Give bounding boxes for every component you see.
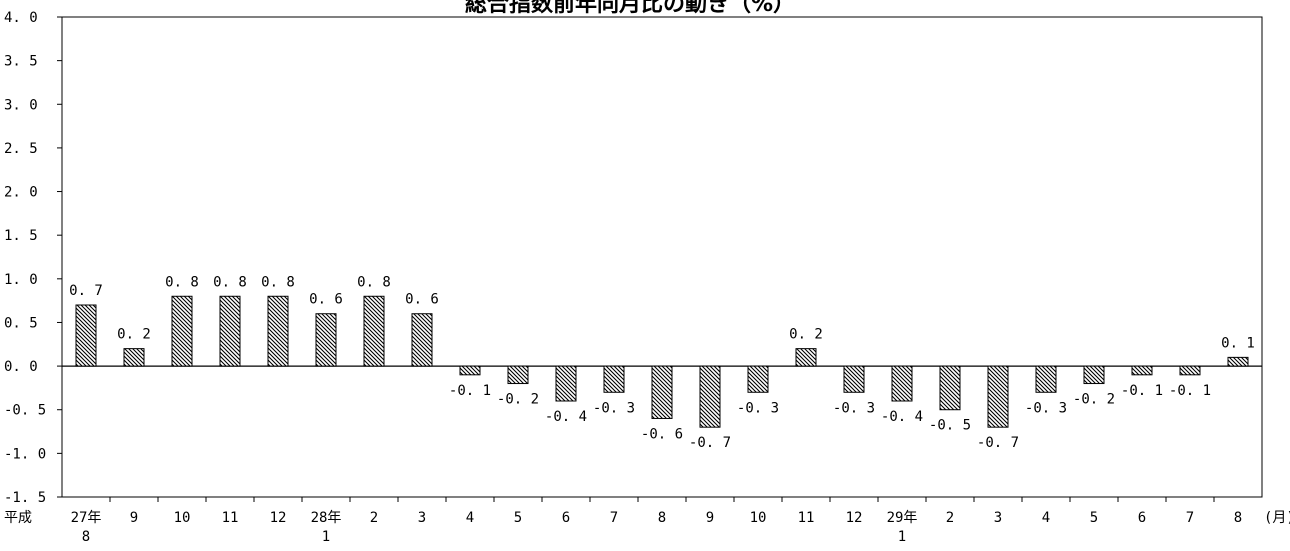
bar (1179, 365, 1201, 376)
data-label: 0. 2 (789, 327, 823, 343)
bar (1131, 365, 1153, 376)
axes-layer: -1. 5 -1. 0 -0. 5 0. 0 0. 5 1. 0 1. 5 2. 0 2. 5 3… (4, 10, 1263, 506)
x-tick-sublabel: 1 (898, 529, 906, 545)
x-tick-label: 12 (846, 510, 863, 526)
bar (555, 365, 577, 402)
data-label: -0. 1 (1121, 383, 1163, 399)
x-tick-label: 12 (270, 510, 287, 526)
bar (75, 304, 97, 367)
bar (1035, 365, 1057, 393)
x-tick-label: 4 (466, 510, 474, 526)
y-tick-label: 1. 0 (4, 272, 38, 288)
x-tick-label: 8 (1234, 510, 1242, 526)
y-tick-label: 2. 0 (4, 185, 38, 201)
x-tick-label: 2 (370, 510, 378, 526)
bar (795, 348, 817, 367)
data-label: 0. 8 (357, 274, 391, 290)
x-tick-label: 29年 (887, 510, 918, 526)
data-label: -0. 3 (1025, 400, 1067, 416)
x-tick-label: 11 (222, 510, 239, 526)
data-label: -0. 3 (737, 400, 779, 416)
bar (747, 365, 769, 393)
bar (1083, 365, 1105, 385)
bar (267, 295, 289, 367)
x-tick-label: 7 (1186, 510, 1194, 526)
month-unit-label: (月) (1264, 510, 1290, 526)
y-tick-label: 3. 5 (4, 54, 38, 70)
data-label: 0. 8 (213, 274, 247, 290)
x-tick-label: 2 (946, 510, 954, 526)
plot-frame (61, 16, 1263, 498)
data-label: 0. 2 (117, 327, 151, 343)
data-label: 0. 6 (405, 292, 439, 308)
x-tick-sublabel: 1 (322, 529, 330, 545)
x-tick-label: 11 (798, 510, 815, 526)
data-label: 0. 7 (69, 283, 103, 299)
chart-title: 総合指数前年同月比の動き（%） (464, 0, 796, 17)
x-tick-label: 10 (750, 510, 767, 526)
x-tick-label: 5 (1090, 510, 1098, 526)
data-label: 0. 6 (309, 292, 343, 308)
bar (651, 365, 673, 419)
data-label: -0. 6 (641, 426, 683, 442)
x-tick-label: 3 (418, 510, 426, 526)
x-tick-label: 6 (1138, 510, 1146, 526)
y-tick-label: 4. 0 (4, 10, 38, 26)
bar (219, 295, 241, 367)
y-tick-label: -1. 5 (4, 490, 46, 506)
bar (315, 313, 337, 367)
x-tick-label: 9 (706, 510, 714, 526)
data-label: -0. 1 (449, 383, 491, 399)
bar (459, 365, 481, 376)
x-tick-label: 6 (562, 510, 570, 526)
y-tick-label: 1. 5 (4, 228, 38, 244)
x-tick-label: 28年 (311, 510, 342, 526)
data-label: -0. 3 (593, 400, 635, 416)
bar (363, 295, 385, 367)
x-tick-label: 8 (658, 510, 666, 526)
bar (171, 295, 193, 367)
bar (987, 365, 1009, 428)
y-tick-label: -0. 5 (4, 403, 46, 419)
bar (939, 365, 961, 411)
data-label: 0. 8 (165, 274, 199, 290)
data-label: 0. 8 (261, 274, 295, 290)
bar (603, 365, 625, 393)
y-tick-label: 3. 0 (4, 97, 38, 113)
data-label: 0. 1 (1221, 335, 1255, 351)
data-label: -0. 4 (545, 409, 587, 425)
bar (843, 365, 865, 393)
data-label: -0. 4 (881, 409, 923, 425)
bars-layer (75, 295, 1249, 428)
bar (1227, 356, 1249, 367)
y-tick-label: 0. 0 (4, 359, 38, 375)
x-tick-sublabel: 8 (82, 529, 90, 545)
x-tick-label: 5 (514, 510, 522, 526)
x-tick-label: 7 (610, 510, 618, 526)
x-tick-label: 9 (130, 510, 138, 526)
data-label: -0. 2 (497, 392, 539, 408)
x-tick-label: 3 (994, 510, 1002, 526)
x-tick-label: 10 (174, 510, 191, 526)
data-label: -0. 7 (689, 435, 731, 451)
y-tick-label: 2. 5 (4, 141, 38, 157)
data-label: -0. 1 (1169, 383, 1211, 399)
x-tick-label: 27年 (71, 510, 102, 526)
y-tick-label: 0. 5 (4, 315, 38, 331)
era-label: 平成 (4, 510, 32, 526)
bar (123, 348, 145, 367)
x-tick-label: 4 (1042, 510, 1050, 526)
bar (699, 365, 721, 428)
data-label: -0. 7 (977, 435, 1019, 451)
bar (507, 365, 529, 385)
bar (891, 365, 913, 402)
data-label: -0. 5 (929, 418, 971, 434)
y-tick-label: -1. 0 (4, 446, 46, 462)
bar (411, 313, 433, 367)
data-label: -0. 3 (833, 400, 875, 416)
data-label: -0. 2 (1073, 392, 1115, 408)
